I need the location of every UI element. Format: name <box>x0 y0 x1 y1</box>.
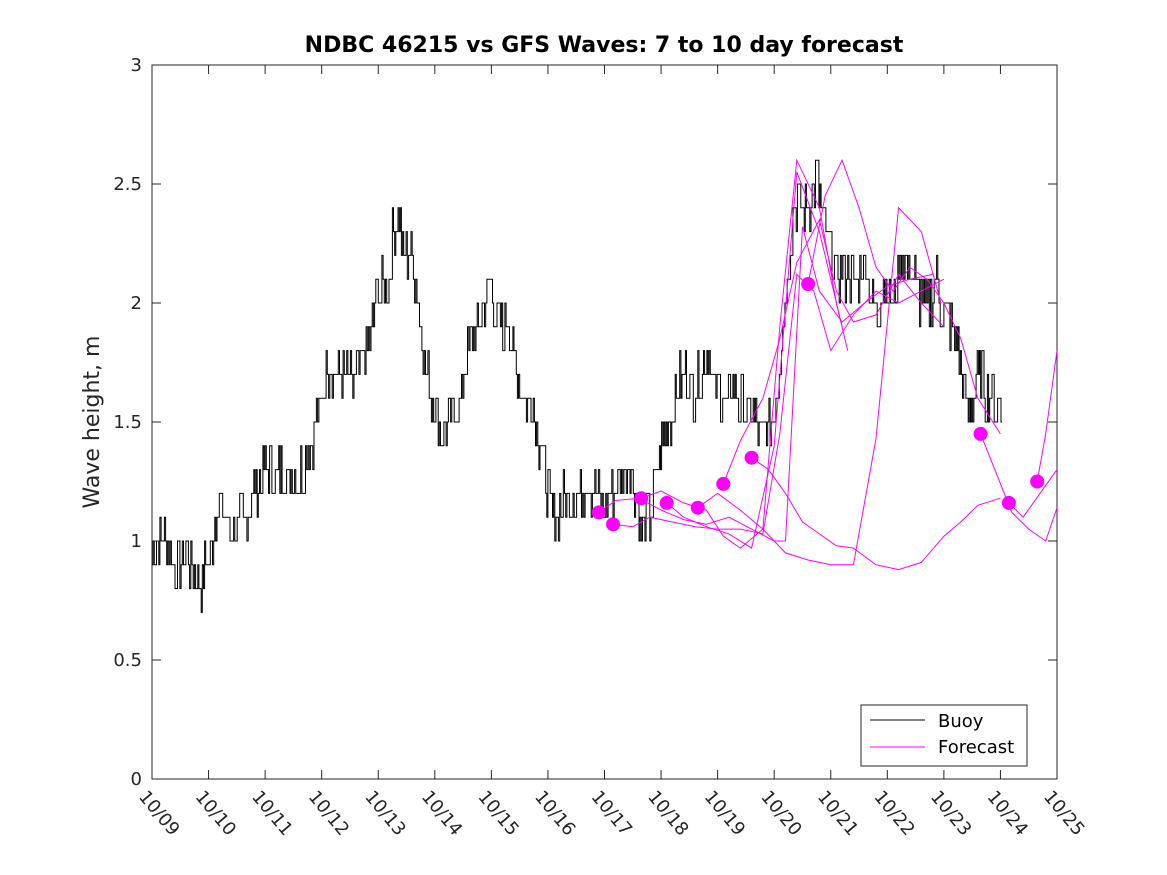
forecast-marker <box>1001 495 1016 510</box>
x-tick-label: 10/18 <box>643 787 692 840</box>
forecast-marker <box>716 476 731 491</box>
forecast-marker <box>591 505 606 520</box>
y-tick-label: 0 <box>131 769 142 790</box>
legend-box <box>860 704 1028 767</box>
legend-label-forecast: Forecast <box>938 737 1014 758</box>
forecast-line-run-8 <box>807 158 1001 435</box>
plot-area <box>151 64 1058 780</box>
x-tick-label: 10/19 <box>700 787 749 840</box>
forecast-marker <box>634 491 649 506</box>
x-tick-label: 10/25 <box>1039 787 1088 840</box>
legend-label-buoy: Buoy <box>938 711 984 732</box>
forecast-marker <box>1030 474 1045 489</box>
chart-title: NDBC 46215 vs GFS Waves: 7 to 10 day for… <box>305 33 904 58</box>
x-tick-label: 10/09 <box>134 787 183 840</box>
forecast-line-run-6 <box>722 218 945 485</box>
x-tick-label: 10/13 <box>360 787 409 840</box>
forecast-line-run-5 <box>697 206 942 566</box>
x-tick-label: 10/22 <box>869 787 918 840</box>
x-tick-label: 10/20 <box>756 787 805 840</box>
forecast-marker <box>606 517 620 532</box>
y-tick-label: 1.5 <box>113 412 142 433</box>
x-tick-label: 10/10 <box>191 787 240 840</box>
x-tick-label: 10/11 <box>247 787 296 840</box>
forecast-line-run-11 <box>1036 350 1058 482</box>
forecast-marker <box>690 500 705 515</box>
x-tick-label: 10/23 <box>926 787 975 840</box>
forecast-layer <box>598 158 1058 571</box>
x-tick-label: 10/21 <box>813 787 862 840</box>
forecast-marker <box>801 277 816 291</box>
forecast-line-run-7 <box>751 457 1001 571</box>
x-tick-label: 10/17 <box>587 787 636 840</box>
y-tick-label: 2 <box>131 293 142 314</box>
forecast-line-run-3 <box>641 158 849 549</box>
forecast-line-run-2 <box>612 273 945 535</box>
y-tick-label: 1 <box>131 531 142 552</box>
x-tick-label: 10/16 <box>530 787 579 840</box>
y-tick-label: 0.5 <box>113 650 142 671</box>
forecast-markers <box>591 277 1045 532</box>
buoy-layer <box>152 159 1003 613</box>
x-tick-label: 10/12 <box>304 787 353 840</box>
forecast-marker <box>659 495 674 510</box>
forecast-marker <box>744 450 759 465</box>
legend: Buoy Forecast <box>860 704 1028 767</box>
forecast-line-run-10 <box>1008 469 1058 518</box>
x-tick-label: 10/14 <box>417 787 466 840</box>
forecast-marker <box>973 426 988 441</box>
forecast-line-run-9 <box>980 433 1058 542</box>
forecast-line-run-4 <box>666 171 843 549</box>
x-tick-label: 10/15 <box>474 787 523 840</box>
x-tick-label: 10/24 <box>983 787 1032 840</box>
buoy-line <box>152 159 1003 613</box>
y-tick-label: 3 <box>131 55 142 76</box>
y-tick-label: 2.5 <box>113 174 142 195</box>
y-axis-title: Wave height, m <box>80 336 105 509</box>
